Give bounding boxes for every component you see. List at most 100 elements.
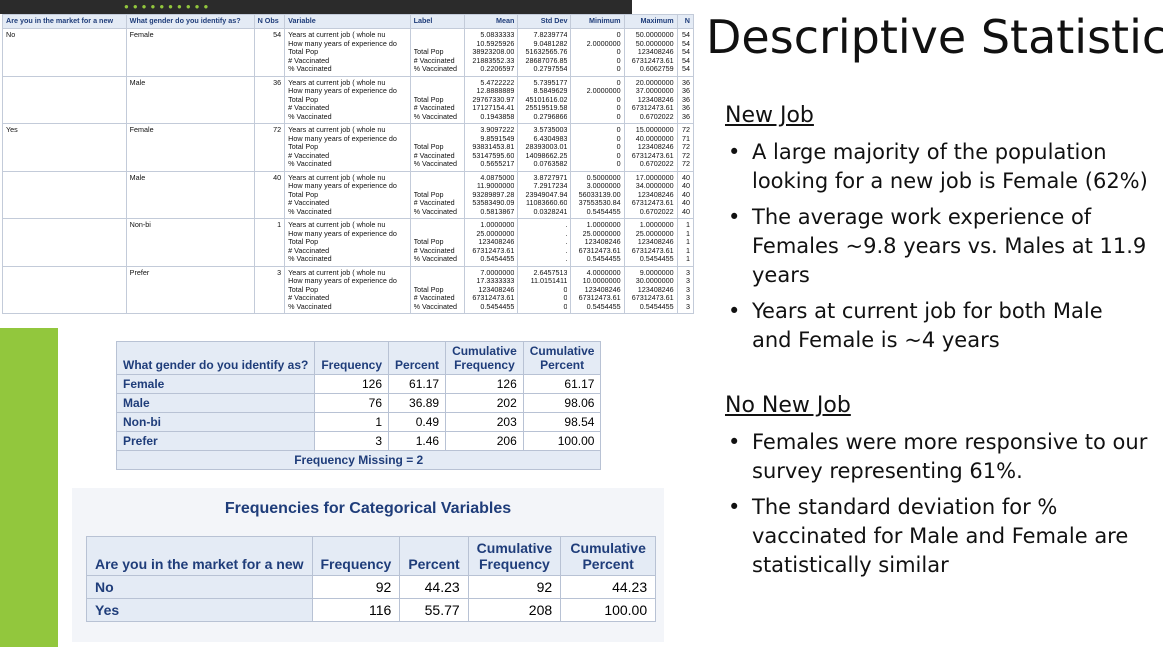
max-line: 0.6702022 xyxy=(639,207,674,216)
gender-row: Prefer 3 1.46 206 100.00 xyxy=(115,431,602,451)
min-line: 0 xyxy=(616,31,621,39)
gender-row: Male 76 36.89 202 98.06 xyxy=(115,393,602,413)
gender-row-label: Prefer xyxy=(115,431,316,451)
n-line: 36 xyxy=(682,78,690,87)
market-col-label: Are you in the market for a new xyxy=(86,536,313,576)
min-line: 0 xyxy=(616,112,621,121)
n-line: 36 xyxy=(682,104,690,112)
mean-line: 25.0000000 xyxy=(476,229,515,238)
col-n: N xyxy=(676,14,695,29)
min-line: 0 xyxy=(616,104,621,112)
variables-line: # Vaccinated xyxy=(288,294,330,302)
market-body: No 92 44.23 92 44.23 Yes 116 55.77 208 100.00 xyxy=(86,575,657,622)
max-line: 17.0000000 xyxy=(635,173,674,182)
gender-value: 61.17 xyxy=(388,374,447,394)
mean-line: 7.0000000 xyxy=(480,268,515,277)
variables-line: Total Pop xyxy=(288,48,319,56)
slide-title: Descriptive Statistics xyxy=(706,10,1163,64)
nobs-cell: 54 xyxy=(253,28,286,77)
min-line: 4.0000000 xyxy=(586,268,621,277)
gender-value: 98.06 xyxy=(522,393,602,413)
max-line: 0.6062759 xyxy=(639,65,674,73)
mean-line: 0.5655217 xyxy=(480,160,515,168)
min-cell: 0 2.0000000 0 0 0 xyxy=(570,28,625,77)
labels-line: Total Pop xyxy=(413,95,444,104)
col-variable: Variable xyxy=(284,14,411,29)
labels-line xyxy=(414,31,462,40)
gender-value: 1.46 xyxy=(388,431,447,451)
variables-line: Total Pop xyxy=(288,143,319,151)
mean-line: 17.3333333 xyxy=(476,277,515,285)
labels-cell: Total Pop # Vaccinated% Vaccinated xyxy=(409,265,466,314)
std-line: 2.6457513 xyxy=(533,268,568,277)
col-min: Minimum xyxy=(570,14,625,29)
mean-cell: 5.4722222 12.8888889 29767330.97 17127154.4… xyxy=(464,75,519,124)
std-line: 5.7395177 xyxy=(533,78,568,87)
mean-line: 12.8888889 xyxy=(476,87,515,95)
labels-line: Total Pop xyxy=(413,143,444,151)
gender-col-frequency: Frequency xyxy=(314,341,390,375)
std-line: 8.5849629 xyxy=(533,87,568,95)
max-line: 0.5454455 xyxy=(639,255,674,263)
gender-value: 100.00 xyxy=(522,431,602,451)
std-line: 23949047.94 xyxy=(525,190,568,199)
variables-line: Total Pop xyxy=(288,190,319,199)
market-cell xyxy=(2,170,127,219)
frequency-missing: Frequency Missing = 2 xyxy=(115,450,602,470)
variables-line: How many years of experience do xyxy=(288,39,397,48)
variables-line: Total Pop xyxy=(288,285,319,294)
labels-line: Total Pop xyxy=(413,48,444,56)
std-line: 51632565.76 xyxy=(525,48,568,56)
gender-value: 0.49 xyxy=(388,412,447,432)
max-line: 37.0000000 xyxy=(635,87,674,95)
n-line: 40 xyxy=(682,173,690,182)
min-line: 2.0000000 xyxy=(586,87,621,95)
col-nobs: N Obs xyxy=(253,14,286,29)
means-header-row: Are you in the market for a new What gen… xyxy=(2,14,695,29)
max-line: 15.0000000 xyxy=(635,126,674,134)
decorative-dots: ●●●●●●●●●● xyxy=(124,2,213,11)
min-line: 0 xyxy=(616,160,621,168)
mean-line: 123408246 xyxy=(478,238,515,246)
col-stddev: Std Dev xyxy=(517,14,572,29)
n-line: 36 xyxy=(682,87,690,95)
gender-cell: Male xyxy=(125,75,255,124)
std-line: . xyxy=(565,246,568,255)
variables-line: % Vaccinated xyxy=(288,65,332,73)
max-line: 34.0000000 xyxy=(635,182,674,190)
min-line: 123408246 xyxy=(584,285,621,294)
std-cell: 3.5735003 6.4304983 28393003.01 14098662.25… xyxy=(517,123,572,172)
market-value: 100.00 xyxy=(560,598,657,622)
labels-cell: Total Pop # Vaccinated% Vaccinated xyxy=(409,123,466,172)
market-frequency-title: Frequencies for Categorical Variables xyxy=(224,500,512,517)
mean-line: 67312473.61 xyxy=(472,246,515,255)
std-line: 7.2917234 xyxy=(533,182,568,190)
n-line: 1 xyxy=(686,221,690,229)
gender-value: 76 xyxy=(314,393,390,413)
labels-cell: Total Pop # Vaccinated% Vaccinated xyxy=(409,75,466,124)
gender-value: 61.17 xyxy=(522,374,602,394)
n-line: 1 xyxy=(686,238,690,246)
std-cell: 3.8727971 7.2917234 23949047.94 11083660.60… xyxy=(517,170,572,219)
min-line: 0 xyxy=(616,78,621,87)
labels-line: Total Pop xyxy=(413,238,444,246)
n-line: 3 xyxy=(686,294,690,302)
max-line: 67312473.61 xyxy=(631,104,674,112)
n-line: 72 xyxy=(682,160,690,168)
market-col-cumpct: Cumulative Percent xyxy=(560,536,657,576)
labels-line: % Vaccinated xyxy=(413,207,457,216)
labels-line xyxy=(414,126,462,135)
variables-line: % Vaccinated xyxy=(288,255,332,263)
max-cell: 20.0000000 37.0000000 123408246 67312473.61… xyxy=(623,75,678,124)
std-line: . xyxy=(565,255,568,263)
new-job-bullets: A large majority of the population looki… xyxy=(728,138,1148,362)
gender-col-cumpct: Cumulative Percent xyxy=(522,341,602,375)
labels-cell: Total Pop # Vaccinated% Vaccinated xyxy=(409,170,466,219)
std-line: . xyxy=(565,238,568,246)
max-line: 123408246 xyxy=(637,143,674,151)
n-line: 1 xyxy=(686,229,690,238)
bullet-item: Years at current job for both Male and F… xyxy=(728,297,1148,355)
n-line: 3 xyxy=(686,302,690,311)
n-line: 3 xyxy=(686,268,690,277)
